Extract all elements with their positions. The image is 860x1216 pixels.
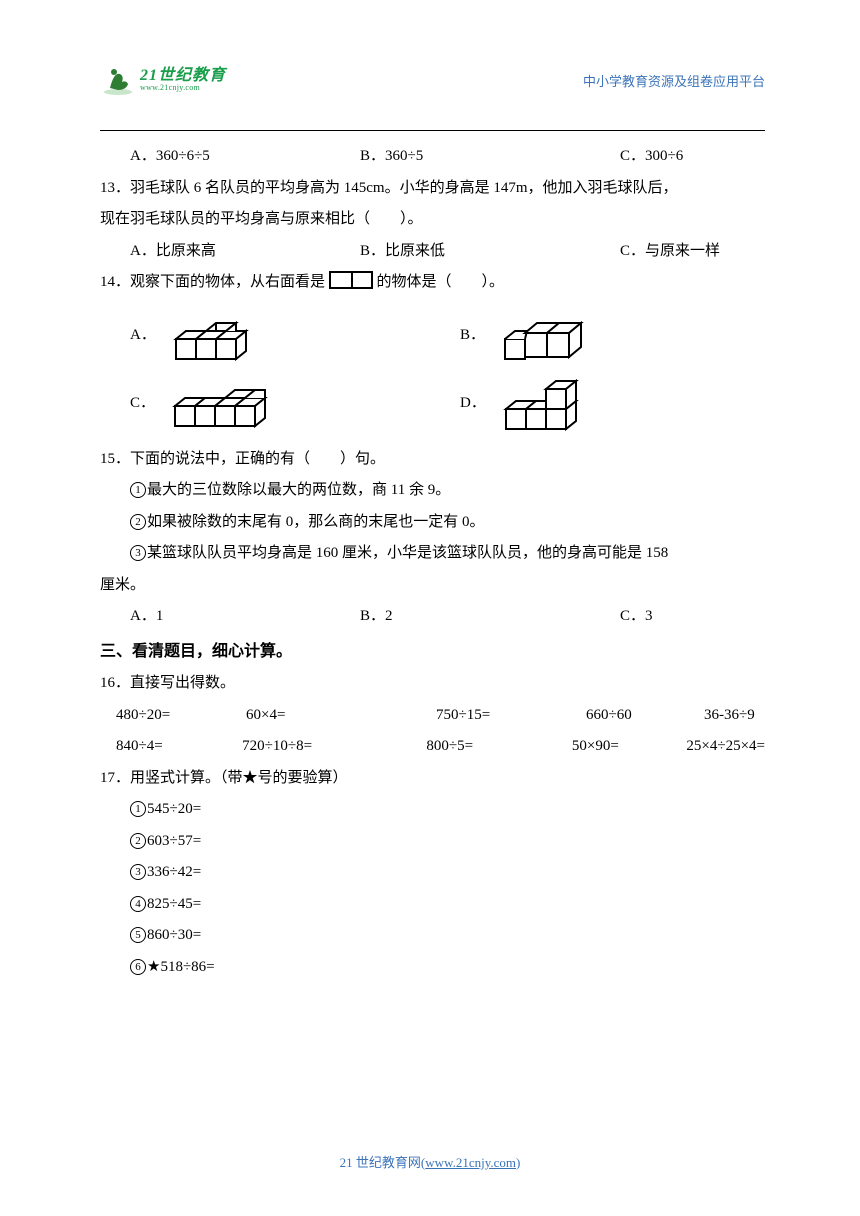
q12-opt-a: A．360÷6÷5 [130,141,360,173]
q16-row2: 840÷4= 720÷10÷8= 800÷5= 50×90= 25×4÷25×4… [116,731,765,763]
logo-main-text: 21世纪教育 [140,68,226,84]
q15-opt-b: B．2 [360,601,620,633]
logo: 21世纪教育 www.21cnjy.com [100,62,226,98]
content-area: A．360÷6÷5 B．360÷5 C．300÷6 13．羽毛球队 6 名队员的… [100,141,765,983]
circled-n4: 4 [130,896,146,912]
q15-s2: 2如果被除数的末尾有 0，那么商的末尾也一定有 0。 [130,507,765,539]
logo-sub-text: www.21cnjy.com [140,84,226,92]
q14-opt-b: B． [460,309,607,364]
page-header: 21世纪教育 www.21cnjy.com 中小学教育资源及组卷应用平台 [100,60,765,100]
q15-s3b: 厘米。 [100,570,765,602]
circled-n1: 1 [130,801,146,817]
q16-r1-4: 36-36÷9 [704,700,765,732]
page-footer: 21 世纪教育网(www.21cnjy.com) [0,1152,860,1171]
q14-opt-c: C． [130,376,460,431]
q13-opt-a: A．比原来高 [130,236,360,268]
q15-opt-c: C．3 [620,601,765,633]
q15-options: A．1 B．2 C．3 [130,601,765,633]
q15-s2-text: 如果被除数的末尾有 0，那么商的末尾也一定有 0。 [147,514,485,530]
q14-c-label: C． [130,388,155,420]
q16-r2-0: 840÷4= [116,731,242,763]
q17-3: 3336÷42= [130,857,765,889]
q15-opt-a: A．1 [130,601,360,633]
q12-options: A．360÷6÷5 B．360÷5 C．300÷6 [130,141,765,173]
q13-text1: 13．羽毛球队 6 名队员的平均身高为 145cm。小华的身高是 147m，他加… [100,173,765,205]
section-3-title: 三、看清题目，细心计算。 [100,635,765,669]
q15-s1: 1最大的三位数除以最大的两位数，商 11 余 9。 [130,475,765,507]
q14-opt-d: D． [460,374,608,434]
cubes-b-icon [497,309,607,364]
q16-r2-2: 800÷5= [426,731,572,763]
q12-opt-c: C．300÷6 [620,141,765,173]
q17-2-text: 603÷57= [147,833,201,849]
cubes-c-icon [167,376,287,431]
q17-2: 2603÷57= [130,826,765,858]
header-right-text: 中小学教育资源及组卷应用平台 [583,71,765,90]
q14-d-label: D． [460,388,486,420]
circled-n6: 6 [130,959,146,975]
q16-row1: 480÷20= 60×4= 750÷15= 660÷60 36-36÷9 [116,700,765,732]
q17-5-text: 860÷30= [147,927,201,943]
q12-opt-b: B．360÷5 [360,141,620,173]
q13-opt-b: B．比原来低 [360,236,620,268]
cubes-d-icon [498,374,608,434]
two-square-icon [329,271,373,289]
q17-3-text: 336÷42= [147,864,201,880]
q17-6: 6★518÷86= [130,952,765,984]
q16-r1-2: 750÷15= [436,700,586,732]
q16-r2-4: 25×4÷25×4= [686,731,765,763]
q15-title: 15．下面的说法中，正确的有（ ）句。 [100,444,765,476]
q15-s3a: 3某篮球队队员平均身高是 160 厘米，小华是该篮球队队员，他的身高可能是 15… [130,538,765,570]
q14-opt-a: A． [130,309,460,364]
q16-r2-1: 720÷10÷8= [242,731,426,763]
q17-4-text: 825÷45= [147,896,201,912]
q13-options: A．比原来高 B．比原来低 C．与原来一样 [130,236,765,268]
q16-r2-3: 50×90= [572,731,686,763]
q14-prefix: 14．观察下面的物体，从右面看是 [100,274,329,290]
circled-n5: 5 [130,927,146,943]
logo-icon [100,62,136,98]
q15-s3a-text: 某篮球队队员平均身高是 160 厘米，小华是该篮球队队员，他的身高可能是 158 [147,545,668,561]
q16-title: 16．直接写出得数。 [100,668,765,700]
footer-suffix: ) [516,1155,520,1170]
q14-row-cd: C． D． [130,374,765,434]
q17-title: 17．用竖式计算。（带★号的要验算） [100,763,765,795]
q14-a-label: A． [130,320,156,352]
q15-s1-text: 最大的三位数除以最大的两位数，商 11 余 9。 [147,482,450,498]
cubes-a-icon [168,309,278,364]
q14-text: 14．观察下面的物体，从右面看是 的物体是（ ）。 [100,267,765,299]
q13-opt-c: C．与原来一样 [620,236,765,268]
q16-r1-0: 480÷20= [116,700,246,732]
q17-1: 1545÷20= [130,794,765,826]
circled-1: 1 [130,482,146,498]
q16-r1-3: 660÷60 [586,700,704,732]
q17-6-text: ★518÷86= [147,959,215,975]
q16-r1-1: 60×4= [246,700,436,732]
q17-5: 5860÷30= [130,920,765,952]
footer-link[interactable]: www.21cnjy.com [425,1155,516,1170]
circled-3: 3 [130,545,146,561]
circled-2: 2 [130,514,146,530]
header-divider [100,130,765,131]
q13-text2: 现在羽毛球队员的平均身高与原来相比（ ）。 [100,204,765,236]
circled-n3: 3 [130,864,146,880]
footer-prefix: 21 世纪教育网( [340,1155,426,1170]
circled-n2: 2 [130,833,146,849]
q17-4: 4825÷45= [130,889,765,921]
q14-row-ab: A． B． [130,309,765,364]
q14-b-label: B． [460,320,485,352]
q17-1-text: 545÷20= [147,801,201,817]
q14-suffix: 的物体是（ ）。 [377,274,505,290]
